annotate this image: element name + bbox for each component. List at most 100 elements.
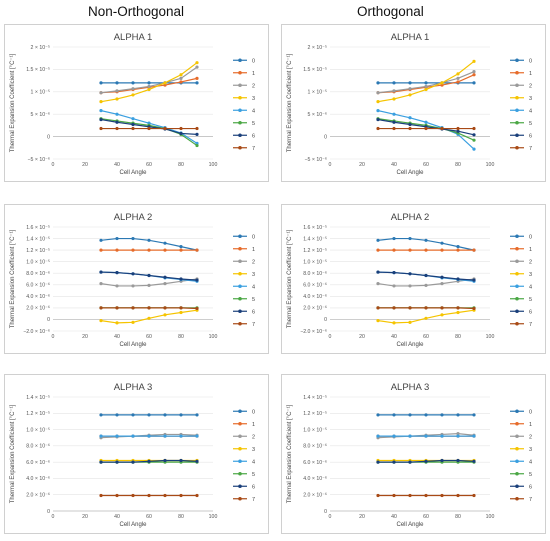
legend-swatch-marker [238,83,242,88]
y-tick-label: 1.4 × 10⁻⁵ [303,395,327,401]
x-tick-label: 0 [329,514,332,520]
legend-swatch-marker [515,70,519,75]
data-point [99,493,103,498]
y-tick-label: 5 × 10⁻⁶ [308,112,327,118]
legend-entry-label: 6 [252,309,255,315]
legend-entry-label: 7 [252,497,255,503]
data-point [147,126,151,131]
data-point [456,126,460,131]
data-point [376,493,380,498]
data-point [392,306,396,310]
data-point [115,248,119,252]
data-point [392,81,396,85]
y-tick-label: 8.0 × 10⁻⁶ [303,271,327,277]
series-line-3 [100,309,198,324]
chart-title: ALPHA 3 [391,382,430,393]
data-point [115,460,119,464]
data-point [440,413,444,417]
data-point [456,458,460,463]
data-point [179,126,183,131]
legend-entry-label: 4 [529,459,532,465]
data-point [376,100,380,104]
legend-entry-label: 3 [529,96,532,102]
data-point [408,272,412,276]
x-axis-label: Cell Angle [396,342,424,348]
data-point [131,413,135,417]
data-point [408,81,412,85]
panel-alpha3-orthogonal: ALPHA 3 0 2.0 × 10⁻⁶ 4.0 × 10⁻⁶ 6.0 × 10⁻⁶ 8.… [281,374,546,534]
legend-swatch-marker [238,421,242,426]
y-tick-label: 5 × 10⁻⁶ [31,112,50,118]
data-point [147,238,151,242]
legend-swatch-marker [238,259,242,264]
data-point [179,76,183,80]
chart-svg-alpha2-orthogonal: ALPHA 2−2.0 × 10⁻⁶02.0 × 10⁻⁶4.0 × 10⁻⁶6… [287,212,532,348]
legend-swatch-marker [238,95,242,100]
x-tick-label: 40 [114,514,120,520]
legend-swatch-marker [238,284,242,289]
data-point [163,248,167,252]
data-point [440,313,444,317]
data-point [99,460,103,464]
data-point [472,493,476,498]
x-tick-label: 60 [146,334,152,340]
legend-swatch-marker [515,409,519,414]
data-point [392,493,396,498]
x-tick-label: 100 [209,162,218,168]
y-tick-label: 0 [47,134,50,140]
data-point [472,147,476,151]
data-point [131,460,135,464]
data-point [195,248,199,252]
data-point [115,120,119,124]
data-point [376,117,380,122]
data-point [147,306,151,310]
x-tick-label: 80 [455,334,461,340]
y-tick-label: 2.0 × 10⁻⁶ [26,306,50,312]
data-point [376,282,380,286]
data-point [424,493,428,498]
data-point [440,241,444,245]
legend-entry-label: 0 [529,409,532,415]
data-point [115,236,119,241]
data-point [376,270,380,274]
legend-entry-label: 2 [529,434,532,440]
chart-title: ALPHA 3 [114,382,153,393]
data-point [99,117,103,122]
legend-entry-label: 0 [252,58,255,64]
legend-swatch-marker [238,434,242,439]
y-tick-label: 4.0 × 10⁻⁶ [26,294,50,300]
legend-swatch-marker [515,496,519,501]
y-tick-label: 1.0 × 10⁻⁵ [303,427,327,433]
data-point [99,109,103,113]
data-point [472,73,476,77]
x-tick-label: 60 [146,162,152,168]
y-tick-label: 0 [324,134,327,140]
data-point [408,93,412,97]
data-point [456,245,460,249]
data-point [456,432,460,436]
data-point [392,321,396,325]
legend-swatch-marker [238,58,242,63]
data-point [472,248,476,252]
legend-entry-label: 5 [252,121,255,127]
x-tick-label: 40 [391,162,397,168]
legend-swatch-marker [515,421,519,426]
legend-swatch-marker [515,246,519,251]
y-tick-label: 2.0 × 10⁻⁶ [26,493,50,499]
data-point [99,100,103,104]
data-point [163,434,167,438]
data-point [392,120,396,124]
data-point [115,284,119,288]
legend-swatch-marker [515,234,519,239]
data-point [131,284,135,288]
x-tick-label: 0 [52,514,55,520]
legend-swatch-marker [515,83,519,88]
data-point [440,434,444,438]
data-point [408,320,412,324]
legend-entry-label: 7 [252,322,255,328]
data-point [376,238,380,242]
legend-swatch-marker [515,459,519,464]
data-point [147,87,151,92]
legend-swatch-marker [515,108,519,113]
legend-entry-label: 5 [252,297,255,303]
